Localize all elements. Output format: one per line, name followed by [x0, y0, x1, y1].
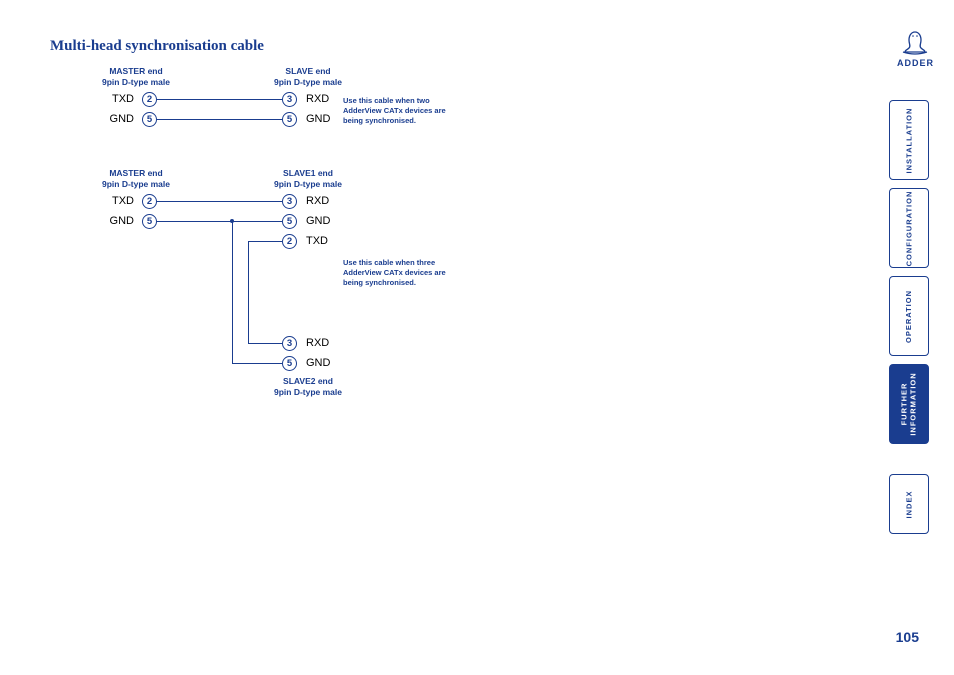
wire	[232, 221, 233, 363]
wire	[232, 363, 282, 364]
d2-master-header: MASTER end9pin D-type male	[96, 168, 176, 190]
d1-s-pin-3: 3	[282, 92, 297, 107]
d1-s-pin-5: 5	[282, 112, 297, 127]
d2-slave1-header: SLAVE1 end9pin D-type male	[268, 168, 348, 190]
d2-slave2-header: SLAVE2 end9pin D-type male	[268, 376, 348, 398]
wire	[157, 119, 282, 120]
wire	[248, 241, 282, 242]
d2-s1-pin-3: 3	[282, 194, 297, 209]
nav-tab-further-information[interactable]: FURTHERINFORMATION	[889, 364, 929, 444]
d2-s1-pin-5: 5	[282, 214, 297, 229]
d1-m-pin-2: 2	[142, 92, 157, 107]
brand-logo: ADDER	[897, 28, 934, 68]
nav-tab-installation[interactable]: INSTALLATION	[889, 100, 929, 180]
d1-s-gnd-label: GND	[306, 113, 330, 125]
d2-s1-txd-label: TXD	[306, 235, 328, 247]
d2-s2-gnd-label: GND	[306, 357, 330, 369]
wire	[157, 221, 282, 222]
d2-note: Use this cable when three AdderView CATx…	[343, 258, 463, 287]
d1-master-header: MASTER end9pin D-type male	[96, 66, 176, 88]
nav-tab-configuration[interactable]: CONFIGURATION	[889, 188, 929, 268]
d2-s2-pin-3: 3	[282, 336, 297, 351]
d2-m-gnd-label: GND	[104, 215, 134, 227]
d2-s1-gnd-label: GND	[306, 215, 330, 227]
d2-m-pin-5: 5	[142, 214, 157, 229]
d1-m-gnd-label: GND	[104, 113, 134, 125]
d1-note: Use this cable when two AdderView CATx d…	[343, 96, 463, 125]
d2-s2-pin-5: 5	[282, 356, 297, 371]
d2-m-txd-label: TXD	[104, 195, 134, 207]
d1-slave-header: SLAVE end9pin D-type male	[268, 66, 348, 88]
page-number: 105	[896, 629, 919, 645]
nav-tab-operation[interactable]: OPERATION	[889, 276, 929, 356]
wire	[248, 343, 282, 344]
nav-sidebar: INSTALLATION CONFIGURATION OPERATION FUR…	[889, 100, 929, 542]
d1-s-rxd-label: RXD	[306, 93, 329, 105]
wire	[157, 201, 282, 202]
wire	[157, 99, 282, 100]
d2-s2-rxd-label: RXD	[306, 337, 329, 349]
d2-m-pin-2: 2	[142, 194, 157, 209]
page-title: Multi-head synchronisation cable	[50, 38, 264, 55]
d2-s1-pin-2: 2	[282, 234, 297, 249]
brand-name: ADDER	[897, 58, 934, 68]
d1-m-txd-label: TXD	[104, 93, 134, 105]
junction-dot	[230, 219, 234, 223]
nav-tab-index[interactable]: INDEX	[889, 474, 929, 534]
d1-m-pin-5: 5	[142, 112, 157, 127]
wire	[248, 241, 249, 343]
d2-s1-rxd-label: RXD	[306, 195, 329, 207]
